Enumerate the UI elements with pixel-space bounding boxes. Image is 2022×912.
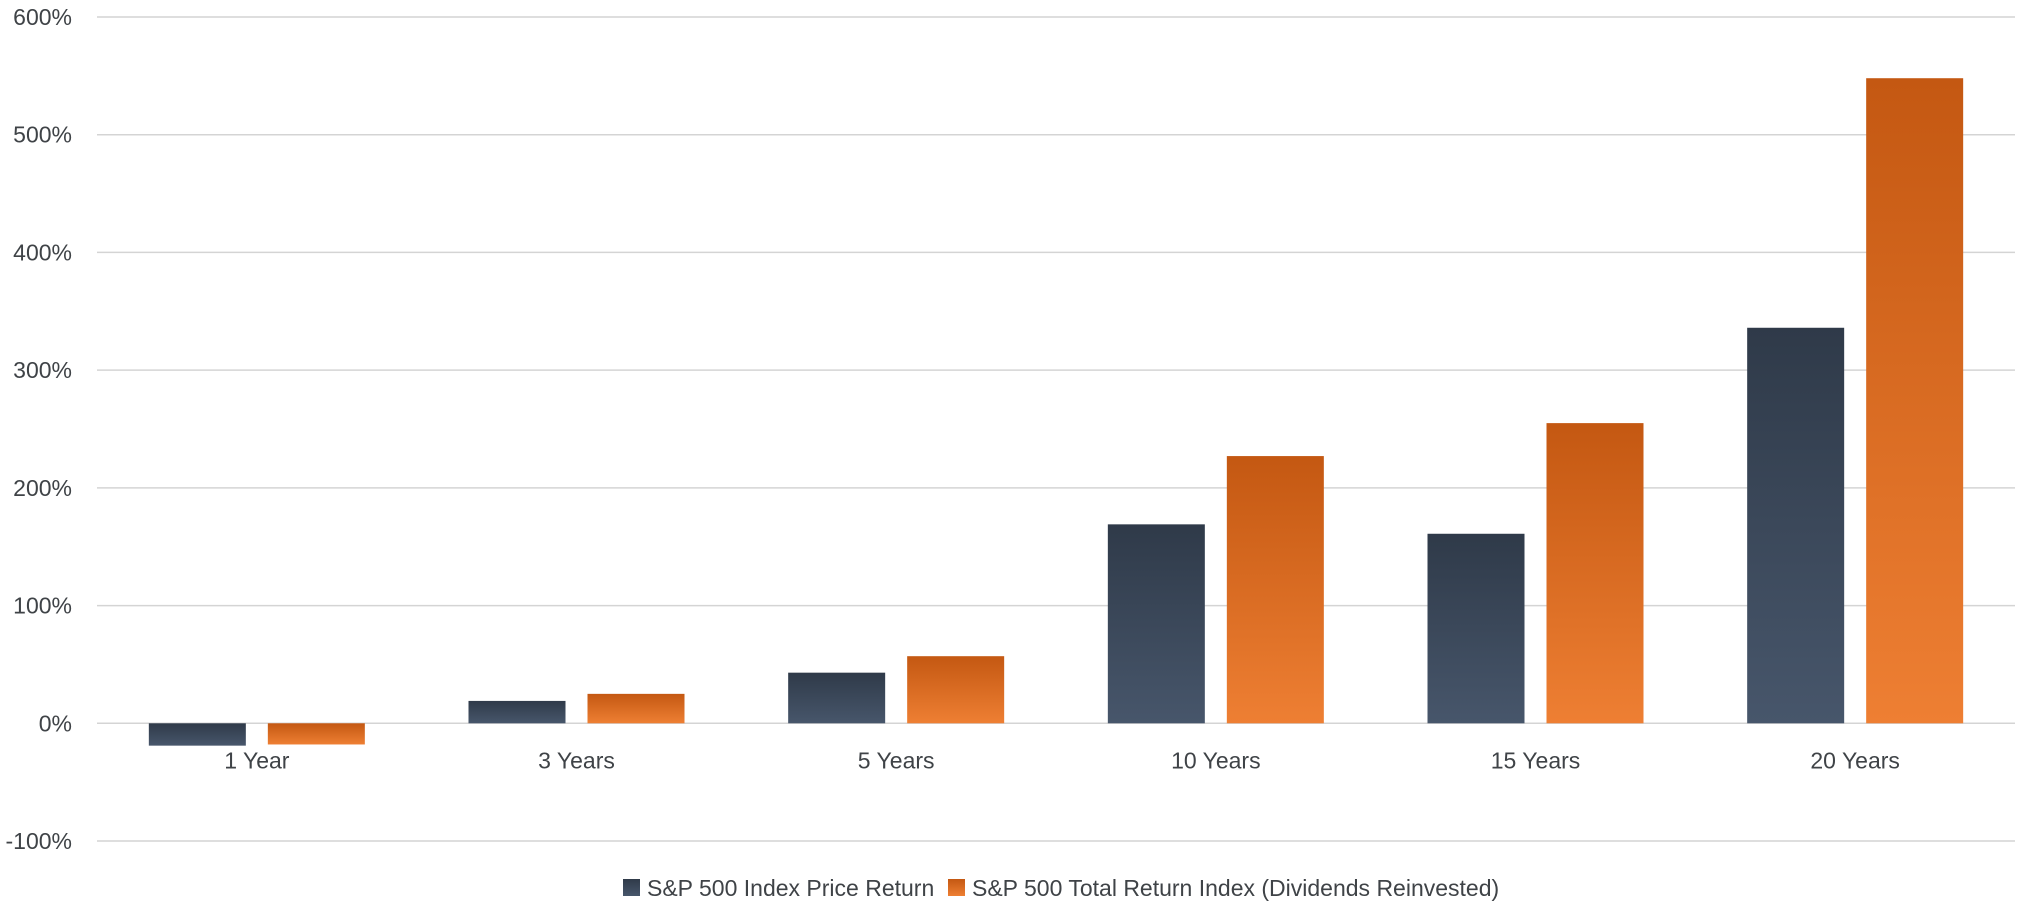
bar-series-1-3-years (587, 693, 685, 724)
bar-series-0-20-years (1747, 327, 1845, 724)
bar-series-0-3-years (468, 700, 566, 724)
legend-label: S&P 500 Index Price Return (647, 875, 934, 901)
y-tick-label: 0% (39, 710, 72, 736)
y-tick-label: 300% (13, 357, 72, 383)
bar-series-1-10-years (1226, 456, 1324, 724)
x-tick-label: 20 Years (1810, 747, 1900, 773)
bar-series-0-1-year (148, 723, 246, 746)
bar-series-1-20-years (1866, 78, 1964, 724)
bar-series-1-15-years (1546, 423, 1644, 724)
legend: S&P 500 Index Price Return S&P 500 Total … (623, 875, 1499, 901)
y-tick-label: 500% (13, 122, 72, 148)
legend-label: S&P 500 Total Return Index (Dividends Re… (972, 875, 1499, 901)
bar-series-1-5-years (907, 656, 1005, 724)
legend-swatch (623, 879, 640, 896)
y-tick-label: 100% (13, 593, 72, 619)
y-tick-label: 600% (13, 4, 72, 30)
legend-swatch (948, 879, 965, 896)
y-tick-label: 200% (13, 475, 72, 501)
bar-series-0-10-years (1107, 524, 1205, 724)
x-tick-label: 1 Year (224, 747, 290, 773)
bars (148, 78, 1964, 746)
x-tick-label: 10 Years (1171, 747, 1261, 773)
y-tick-label: 400% (13, 239, 72, 265)
bar-series-0-5-years (788, 672, 886, 724)
x-tick-label: 15 Years (1491, 747, 1581, 773)
bar-series-1-1-year (267, 723, 365, 745)
x-tick-label: 3 Years (538, 747, 615, 773)
x-tick-label: 5 Years (858, 747, 935, 773)
gridlines (97, 16, 2015, 842)
y-axis-tick-labels: -100% 0% 100% 200% 300% 400% 500% 600% (6, 4, 72, 854)
x-axis-tick-labels: 1 Year 3 Years 5 Years 10 Years 15 Years 20 Y… (224, 747, 1900, 773)
y-tick-label: -100% (6, 828, 72, 854)
bar-series-0-15-years (1427, 533, 1525, 724)
